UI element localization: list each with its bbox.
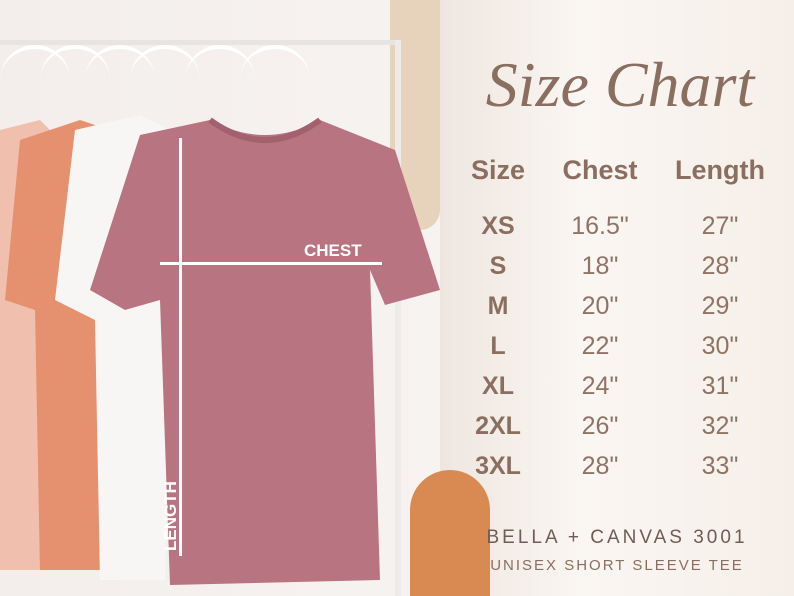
row-length-cell: 30" (701, 332, 739, 360)
row-size-cell: L (490, 332, 506, 360)
chart-background (440, 0, 794, 596)
brand-name: BELLA + CANVAS 3001 (486, 527, 748, 548)
header-length: Length (675, 155, 765, 185)
chest-measure-line (160, 262, 382, 265)
row-chest-cell: 28" (581, 452, 619, 480)
rail-post (395, 40, 401, 596)
row-size-cell: 3XL (475, 452, 521, 480)
row-size-cell: S (489, 252, 507, 280)
hanger-icon (185, 45, 255, 119)
row-length-cell: 29" (701, 292, 739, 320)
tshirts-illustration (0, 115, 440, 585)
row-chest-cell: 16.5" (571, 212, 629, 240)
hanger-icon (85, 45, 155, 119)
row-length-cell: 32" (701, 412, 739, 440)
shirt-collar (208, 117, 322, 143)
row-size-cell: M (487, 292, 509, 320)
chest-label: CHEST (304, 241, 362, 260)
header-chest: Chest (562, 155, 638, 185)
clothing-rail (0, 40, 400, 45)
guitar-decoration (410, 470, 490, 596)
hanger-icon (0, 45, 70, 119)
row-size-cell: XS (481, 212, 515, 240)
row-chest-cell: 26" (581, 412, 619, 440)
row-length-cell: 33" (701, 452, 739, 480)
row-size-cell: 2XL (475, 412, 521, 440)
mauve-shirt (90, 120, 440, 585)
length-measure-line (179, 138, 182, 556)
header-size: Size (470, 155, 526, 185)
product-description: UNISEX SHORT SLEEVE TEE (490, 557, 744, 574)
row-size-cell: XL (482, 372, 514, 400)
row-chest-cell: 18" (581, 252, 619, 280)
hanger-icon (130, 45, 200, 119)
hanger-icon (240, 45, 310, 119)
row-length-cell: 31" (701, 372, 739, 400)
row-chest-cell: 20" (581, 292, 619, 320)
row-chest-cell: 22" (581, 332, 619, 360)
hanger-icon (40, 45, 110, 119)
chart-title: Size Chart (485, 49, 755, 120)
row-chest-cell: 24" (581, 372, 619, 400)
row-length-cell: 27" (701, 212, 739, 240)
length-label: LENGTH (161, 481, 180, 551)
row-length-cell: 28" (701, 252, 739, 280)
